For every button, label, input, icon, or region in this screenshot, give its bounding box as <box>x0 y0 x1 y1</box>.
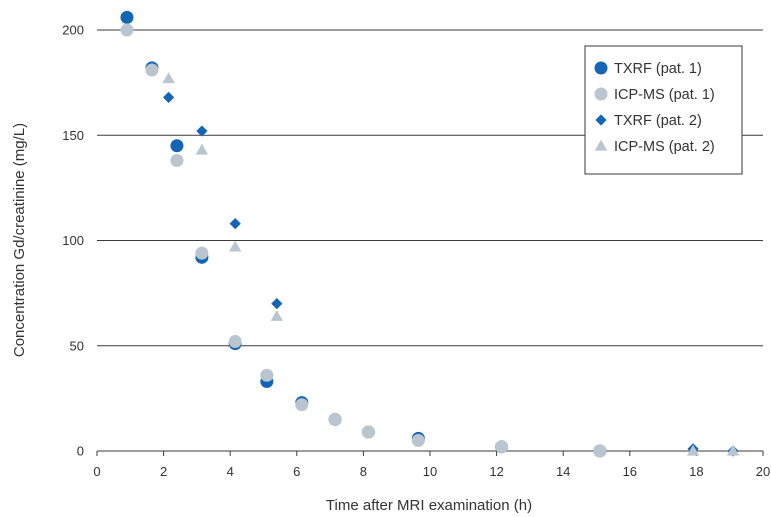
legend-marker <box>594 87 608 101</box>
x-tick-label: 2 <box>160 464 167 479</box>
data-point <box>495 440 509 454</box>
legend: TXRF (pat. 1) ICP-MS (pat. 1) TXRF (pat. 2… <box>584 45 743 175</box>
gridlines <box>97 29 763 347</box>
data-point <box>593 444 607 458</box>
data-point <box>195 143 209 155</box>
y-tick-label: 100 <box>62 233 84 248</box>
data-point <box>162 72 175 84</box>
data-point <box>328 412 342 426</box>
legend-marker <box>594 61 608 75</box>
legend-label: ICP-MS (pat. 2) <box>614 139 715 155</box>
data-point <box>411 433 425 447</box>
data-point <box>195 246 209 260</box>
data-point <box>120 10 134 24</box>
y-tick-label: 150 <box>62 128 84 143</box>
data-point <box>196 125 208 137</box>
y-tick-label: 50 <box>70 338 84 353</box>
data-point <box>170 139 184 153</box>
legend-marker <box>595 114 607 126</box>
data-point <box>162 91 175 103</box>
data-point <box>228 335 242 349</box>
data-point <box>726 444 740 456</box>
x-tick-label: 6 <box>293 464 300 479</box>
data-point <box>145 63 159 77</box>
tick-labels: 0 50 100 150 200 0 2 4 6 8 10 12 14 16 18 20 <box>62 23 770 480</box>
x-tick-label: 16 <box>623 464 637 479</box>
legend-label: TXRF (pat. 1) <box>614 61 702 77</box>
legend-label: TXRF (pat. 2) <box>614 113 702 129</box>
data-point <box>686 444 700 456</box>
axes <box>96 450 764 456</box>
x-axis-label: Time after MRI examination (h) <box>326 497 532 514</box>
x-tick-label: 12 <box>489 464 503 479</box>
x-tick-label: 14 <box>556 464 570 479</box>
legend-label: ICP-MS (pat. 1) <box>614 87 715 103</box>
x-tick-label: 18 <box>689 464 703 479</box>
data-point <box>229 218 241 230</box>
legend-marker <box>594 139 608 151</box>
data-point <box>228 240 242 252</box>
x-tick-label: 10 <box>423 464 437 479</box>
y-tick-label: 0 <box>77 444 84 459</box>
legend-box <box>584 45 743 175</box>
data-points <box>120 10 740 458</box>
x-tick-label: 8 <box>360 464 367 479</box>
data-point <box>270 310 284 321</box>
x-tick-label: 4 <box>227 464 234 479</box>
y-axis-label: Concentration Gd/creatinine (mg/L) <box>11 123 28 357</box>
data-point <box>271 298 283 310</box>
data-point <box>260 368 274 382</box>
data-point <box>361 425 375 439</box>
y-tick-label: 200 <box>62 23 84 38</box>
x-tick-label: 20 <box>756 464 770 479</box>
x-tick-label: 0 <box>93 464 100 479</box>
data-point <box>295 398 309 412</box>
data-point <box>170 154 184 168</box>
data-point <box>120 23 134 37</box>
